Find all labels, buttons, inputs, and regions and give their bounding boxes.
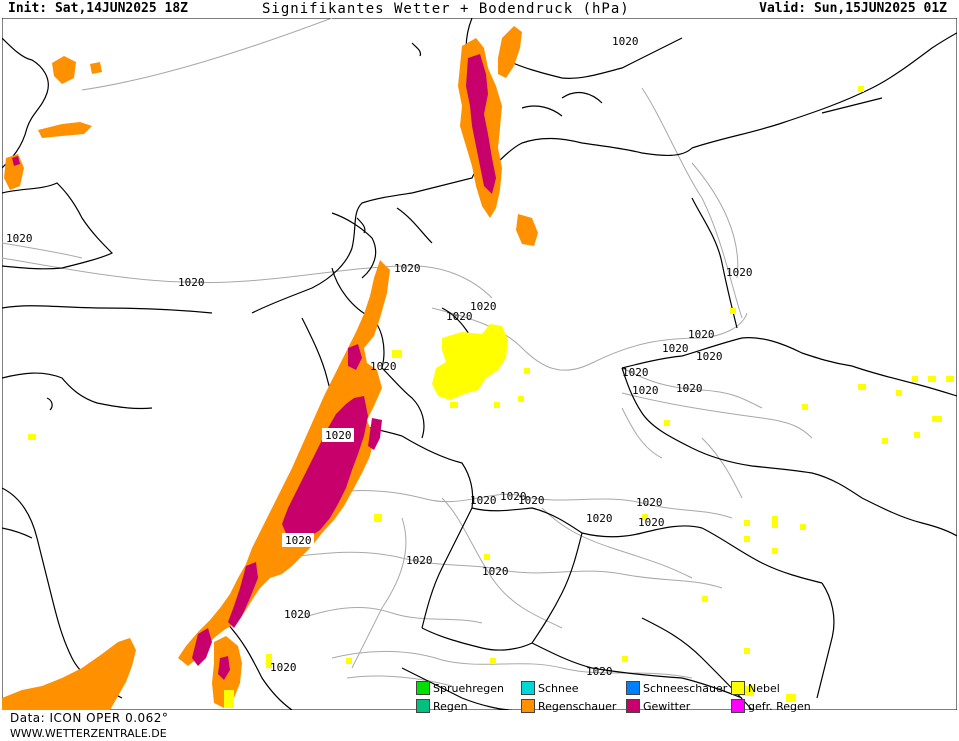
isobar-label: 1020 [612, 35, 639, 48]
map-canvas: 1020 1020 1020 1020 1020 1020 1020 1020 … [2, 18, 957, 710]
isobar-label: 1020 [446, 310, 473, 323]
isobar-label: 1020 [662, 342, 689, 355]
isobar-label: 1020 [636, 496, 663, 509]
map-title: Signifikantes Wetter + Bodendruck (hPa) [262, 1, 630, 17]
legend-item: Schneeschauer [626, 680, 727, 696]
isobar-label: 1020 [726, 266, 753, 279]
legend-label: Gewitter [643, 699, 691, 713]
legend-label: Regenschauer [538, 699, 617, 713]
legend-label: gefr. Regen [748, 699, 811, 713]
isobar-label-box [282, 533, 314, 547]
legend-swatch [731, 699, 745, 713]
legend-swatch [416, 681, 430, 695]
isobar-label: 1020 [394, 262, 421, 275]
fog-area [28, 86, 954, 708]
website-link[interactable]: WWW.WETTERZENTRALE.DE [10, 727, 167, 740]
legend-item: gefr. Regen [731, 698, 811, 714]
isobar-label: 1020 [285, 534, 312, 547]
legend-item: Regen [416, 698, 468, 714]
legend-label: Schnee [538, 681, 579, 695]
isobar-label: 1020 [586, 665, 613, 678]
isobar-label: 1020 [470, 300, 497, 313]
valid-time: Valid: Sun,15JUN2025 01Z [759, 1, 947, 16]
legend-label: Regen [433, 699, 468, 713]
isobar-label: 1020 [470, 494, 497, 507]
init-time: Init: Sat,14JUN2025 18Z [8, 1, 189, 16]
weather-map: 1020 1020 1020 1020 1020 1020 1020 1020 … [2, 18, 957, 710]
legend-label: Schneeschauer [643, 681, 728, 695]
isobar-label: 1020 [688, 328, 715, 341]
isobar-label: 1020 [500, 490, 527, 503]
legend-item: Regenschauer [521, 698, 616, 714]
isobar-label: 1020 [6, 232, 33, 245]
isobar-label: 1020 [284, 608, 311, 621]
isobar-label: 1020 [622, 366, 649, 379]
isobars [2, 18, 813, 687]
legend-swatch [626, 681, 640, 695]
isobar-labels: 1020 1020 1020 1020 1020 1020 1020 1020 … [6, 35, 753, 678]
isobar-label: 1020 [178, 276, 205, 289]
legend-label: Spruehregen [433, 681, 504, 695]
isobar-label: 1020 [676, 382, 703, 395]
header-bar: Init: Sat,14JUN2025 18Z Signifikantes We… [0, 0, 959, 18]
isobar-label: 1020 [586, 512, 613, 525]
legend-swatch [731, 681, 745, 695]
legend-swatch [416, 699, 430, 713]
legend-item: Schnee [521, 680, 579, 696]
footer: Data: ICON OPER 0.062° WWW.WETTERZENTRAL… [0, 711, 959, 741]
legend-swatch [521, 681, 535, 695]
isobar-label: 1020 [696, 350, 723, 363]
legend: Spruehregen Regen Schnee Regenschauer Sc… [416, 680, 836, 716]
isobar-label: 1020 [518, 494, 545, 507]
isobar-label: 1020 [370, 360, 397, 373]
legend-label: Nebel [748, 681, 780, 695]
legend-item: Gewitter [626, 698, 690, 714]
legend-item: Spruehregen [416, 680, 504, 696]
isobar-label: 1020 [638, 516, 665, 529]
isobar-label: 1020 [632, 384, 659, 397]
legend-item: Nebel [731, 680, 780, 696]
isobar-label: 1020 [270, 661, 297, 674]
legend-swatch [626, 699, 640, 713]
legend-swatch [521, 699, 535, 713]
isobar-label: 1020 [406, 554, 433, 567]
isobar-label-box [322, 428, 354, 442]
isobar-label: 1020 [325, 429, 352, 442]
data-source: Data: ICON OPER 0.062° [10, 711, 169, 725]
isobar-label: 1020 [482, 565, 509, 578]
